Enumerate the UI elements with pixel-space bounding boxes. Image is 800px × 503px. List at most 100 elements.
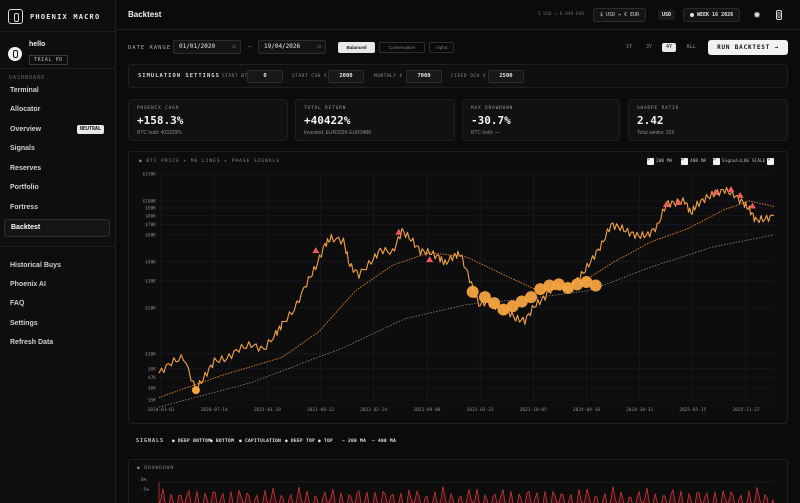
sidebar-item-overview[interactable]: Overview NEUTRAL	[4, 121, 110, 139]
simulation-settings: SIMULATION SETTINGS START BTC 0 START CS…	[128, 64, 788, 88]
y-tick-label: $150K	[142, 172, 156, 178]
x-tick-label: 2025-11-27	[732, 407, 759, 413]
sidebar-item-allocator[interactable]: Allocator	[4, 101, 110, 119]
checkbox-icon	[681, 156, 688, 165]
sidebar-item-settings[interactable]: Settings	[4, 315, 110, 333]
drawdown-tick: 0%	[141, 478, 147, 483]
sidebar-item-label: Allocator	[10, 106, 41, 113]
user-block[interactable]: hello TRIAL PD	[8, 41, 68, 66]
sidebar-item-label: Reserves	[10, 165, 42, 172]
start-date-field[interactable]: 01/01/2020 ▭	[173, 40, 241, 54]
stat-label: SHARPE RATIO	[637, 106, 680, 111]
signal-marker	[515, 295, 528, 308]
signal-deep-top: ● DEEP TOP	[285, 439, 316, 444]
price-chart[interactable]: $5K $6K $7K $8K $10K $20K $30K $40K $60K $70K $80K…	[129, 152, 789, 425]
date-range-label: DATE RANGE	[128, 45, 172, 51]
sidebar-item-label: Signals	[10, 145, 35, 152]
signals-legend: SIGNALS ● DEEP BOTTOM ● BOTTOM ● CAPITUL…	[128, 434, 788, 448]
y-tick-label: $30K	[145, 278, 156, 284]
legend-400ma-toggle[interactable]: 400 MA	[681, 156, 706, 165]
legend-200ma-toggle[interactable]: 200 MA	[647, 156, 672, 165]
sidebar-item-refresh-data[interactable]: Refresh Data	[4, 334, 110, 352]
drawdown-tick: -5%	[141, 488, 150, 493]
signal-deep-bottom: ● DEEP BOTTOM	[172, 439, 212, 444]
currency-toggle-button[interactable]: $ USD ↔ € EUR	[593, 8, 647, 22]
brand[interactable]: PHOENIX MACRO	[8, 9, 100, 24]
signal-marker	[478, 291, 491, 304]
status-badge: NEUTRAL	[76, 125, 104, 134]
sidebar-item-label: Portfolio	[10, 184, 39, 191]
start-btc-label: START BTC	[222, 74, 251, 79]
strategy-balanced-button[interactable]: Balanced	[338, 42, 375, 53]
stat-value: -30.7%	[471, 114, 511, 127]
start-btc-input[interactable]: 0	[247, 70, 283, 83]
signal-marker	[466, 285, 479, 298]
sidebar-item-fortress[interactable]: Fortress	[4, 199, 110, 217]
signal-marker	[534, 283, 547, 296]
sidebar-item-label: Phoenix AI	[10, 281, 46, 288]
calendar-icon[interactable]: ▭	[232, 43, 236, 50]
stat-sub: Total weeks: 329	[637, 130, 675, 136]
signal-marker	[748, 202, 756, 209]
stat-card-sharpe: SHARPE RATIO 2.42 Total weeks: 329	[628, 99, 788, 141]
signal-marker	[561, 281, 574, 294]
calendar-icon[interactable]: ▭	[317, 43, 321, 50]
series-line-200-ma	[158, 200, 775, 398]
sidebar-item-signals[interactable]: Signals	[4, 140, 110, 158]
sidebar-item-label: Settings	[10, 320, 38, 327]
drawdown-title: ● DRAWDOWN	[137, 466, 175, 471]
checkbox-icon	[767, 156, 775, 165]
stat-card-total-return: TOTAL RETURN +40422% Invested: EUR332K E…	[295, 99, 455, 141]
week-label: WEEK 16 2026	[697, 12, 734, 18]
fixed-dca-input[interactable]: 2500	[488, 70, 524, 83]
legend-signals-toggle[interactable]: Signals	[713, 156, 741, 165]
sidebar-item-historical-buys[interactable]: Historical Buys	[4, 257, 110, 275]
stat-card-cagr: PHOENIX CAGR +158.3% BTC hold: 403229%	[128, 99, 288, 141]
period-4y-button[interactable]: 4Y	[662, 43, 676, 52]
strategy-alpha-button[interactable]: Alpha	[429, 42, 454, 53]
y-tick-label: $6K	[148, 385, 156, 391]
signal-200ma: — 200 MA	[342, 439, 367, 444]
sidebar-item-faq[interactable]: FAQ	[4, 295, 110, 313]
signals-title: SIGNALS	[136, 438, 165, 444]
sidebar-item-reserves[interactable]: Reserves	[4, 160, 110, 178]
end-date-field[interactable]: 19/04/2026 ▭	[258, 40, 326, 54]
sidebar-item-phoenix-ai[interactable]: Phoenix AI	[4, 276, 110, 294]
period-all-button[interactable]: ALL	[686, 44, 696, 50]
y-tick-label: $10K	[145, 351, 156, 357]
monthly-input[interactable]: 7000	[406, 70, 442, 83]
x-tick-label: 2024-10-31	[626, 407, 653, 413]
fixed-dca-label: FIXED DCA €	[451, 74, 487, 79]
period-1y-button[interactable]: 1Y	[625, 44, 633, 50]
x-tick-label: 2021-08-12	[307, 407, 334, 413]
legend-label: LOG SCALE	[741, 159, 766, 164]
signal-marker	[580, 276, 593, 289]
signal-marker	[675, 198, 683, 205]
y-tick-label: $7K	[148, 375, 156, 381]
sun-icon[interactable]: ✹	[753, 10, 761, 20]
sidebar-section-label: DASHBOARD	[9, 75, 46, 81]
series-line-400-ma	[158, 234, 775, 408]
legend-log-scale-toggle[interactable]: LOG SCALE	[741, 156, 775, 165]
sidebar-item-label: Backtest	[11, 224, 41, 231]
stat-sub: Invested: EUR332K EUR348K	[304, 130, 372, 136]
currency-badge[interactable]: USD	[658, 10, 676, 20]
stat-card-max-drawdown: MAX DRAWDOWN -30.7% BTC hold: —	[462, 99, 620, 141]
phoenix-logo-icon	[8, 9, 23, 24]
signal-marker	[552, 278, 565, 291]
sidebar-item-label: Historical Buys	[10, 262, 61, 269]
y-tick-label: $70K	[145, 222, 156, 228]
simulation-title: SIMULATION SETTINGS	[138, 73, 220, 79]
user-name: hello	[29, 41, 46, 48]
period-3y-button[interactable]: 3Y	[645, 44, 653, 50]
drawdown-chart	[158, 481, 774, 503]
sidebar-item-backtest[interactable]: Backtest	[4, 219, 110, 237]
sidebar-item-terminal[interactable]: Terminal	[4, 82, 110, 100]
run-backtest-button[interactable]: RUN BACKTEST →	[708, 40, 788, 55]
stat-sub: BTC hold: —	[471, 130, 500, 136]
strategy-conservative-button[interactable]: Conservative	[379, 42, 425, 53]
start-cash-input[interactable]: 2000	[328, 70, 364, 83]
sidebar-item-portfolio[interactable]: Portfolio	[4, 179, 110, 197]
theme-icon[interactable]	[774, 10, 784, 20]
drawdown-area	[158, 482, 774, 503]
